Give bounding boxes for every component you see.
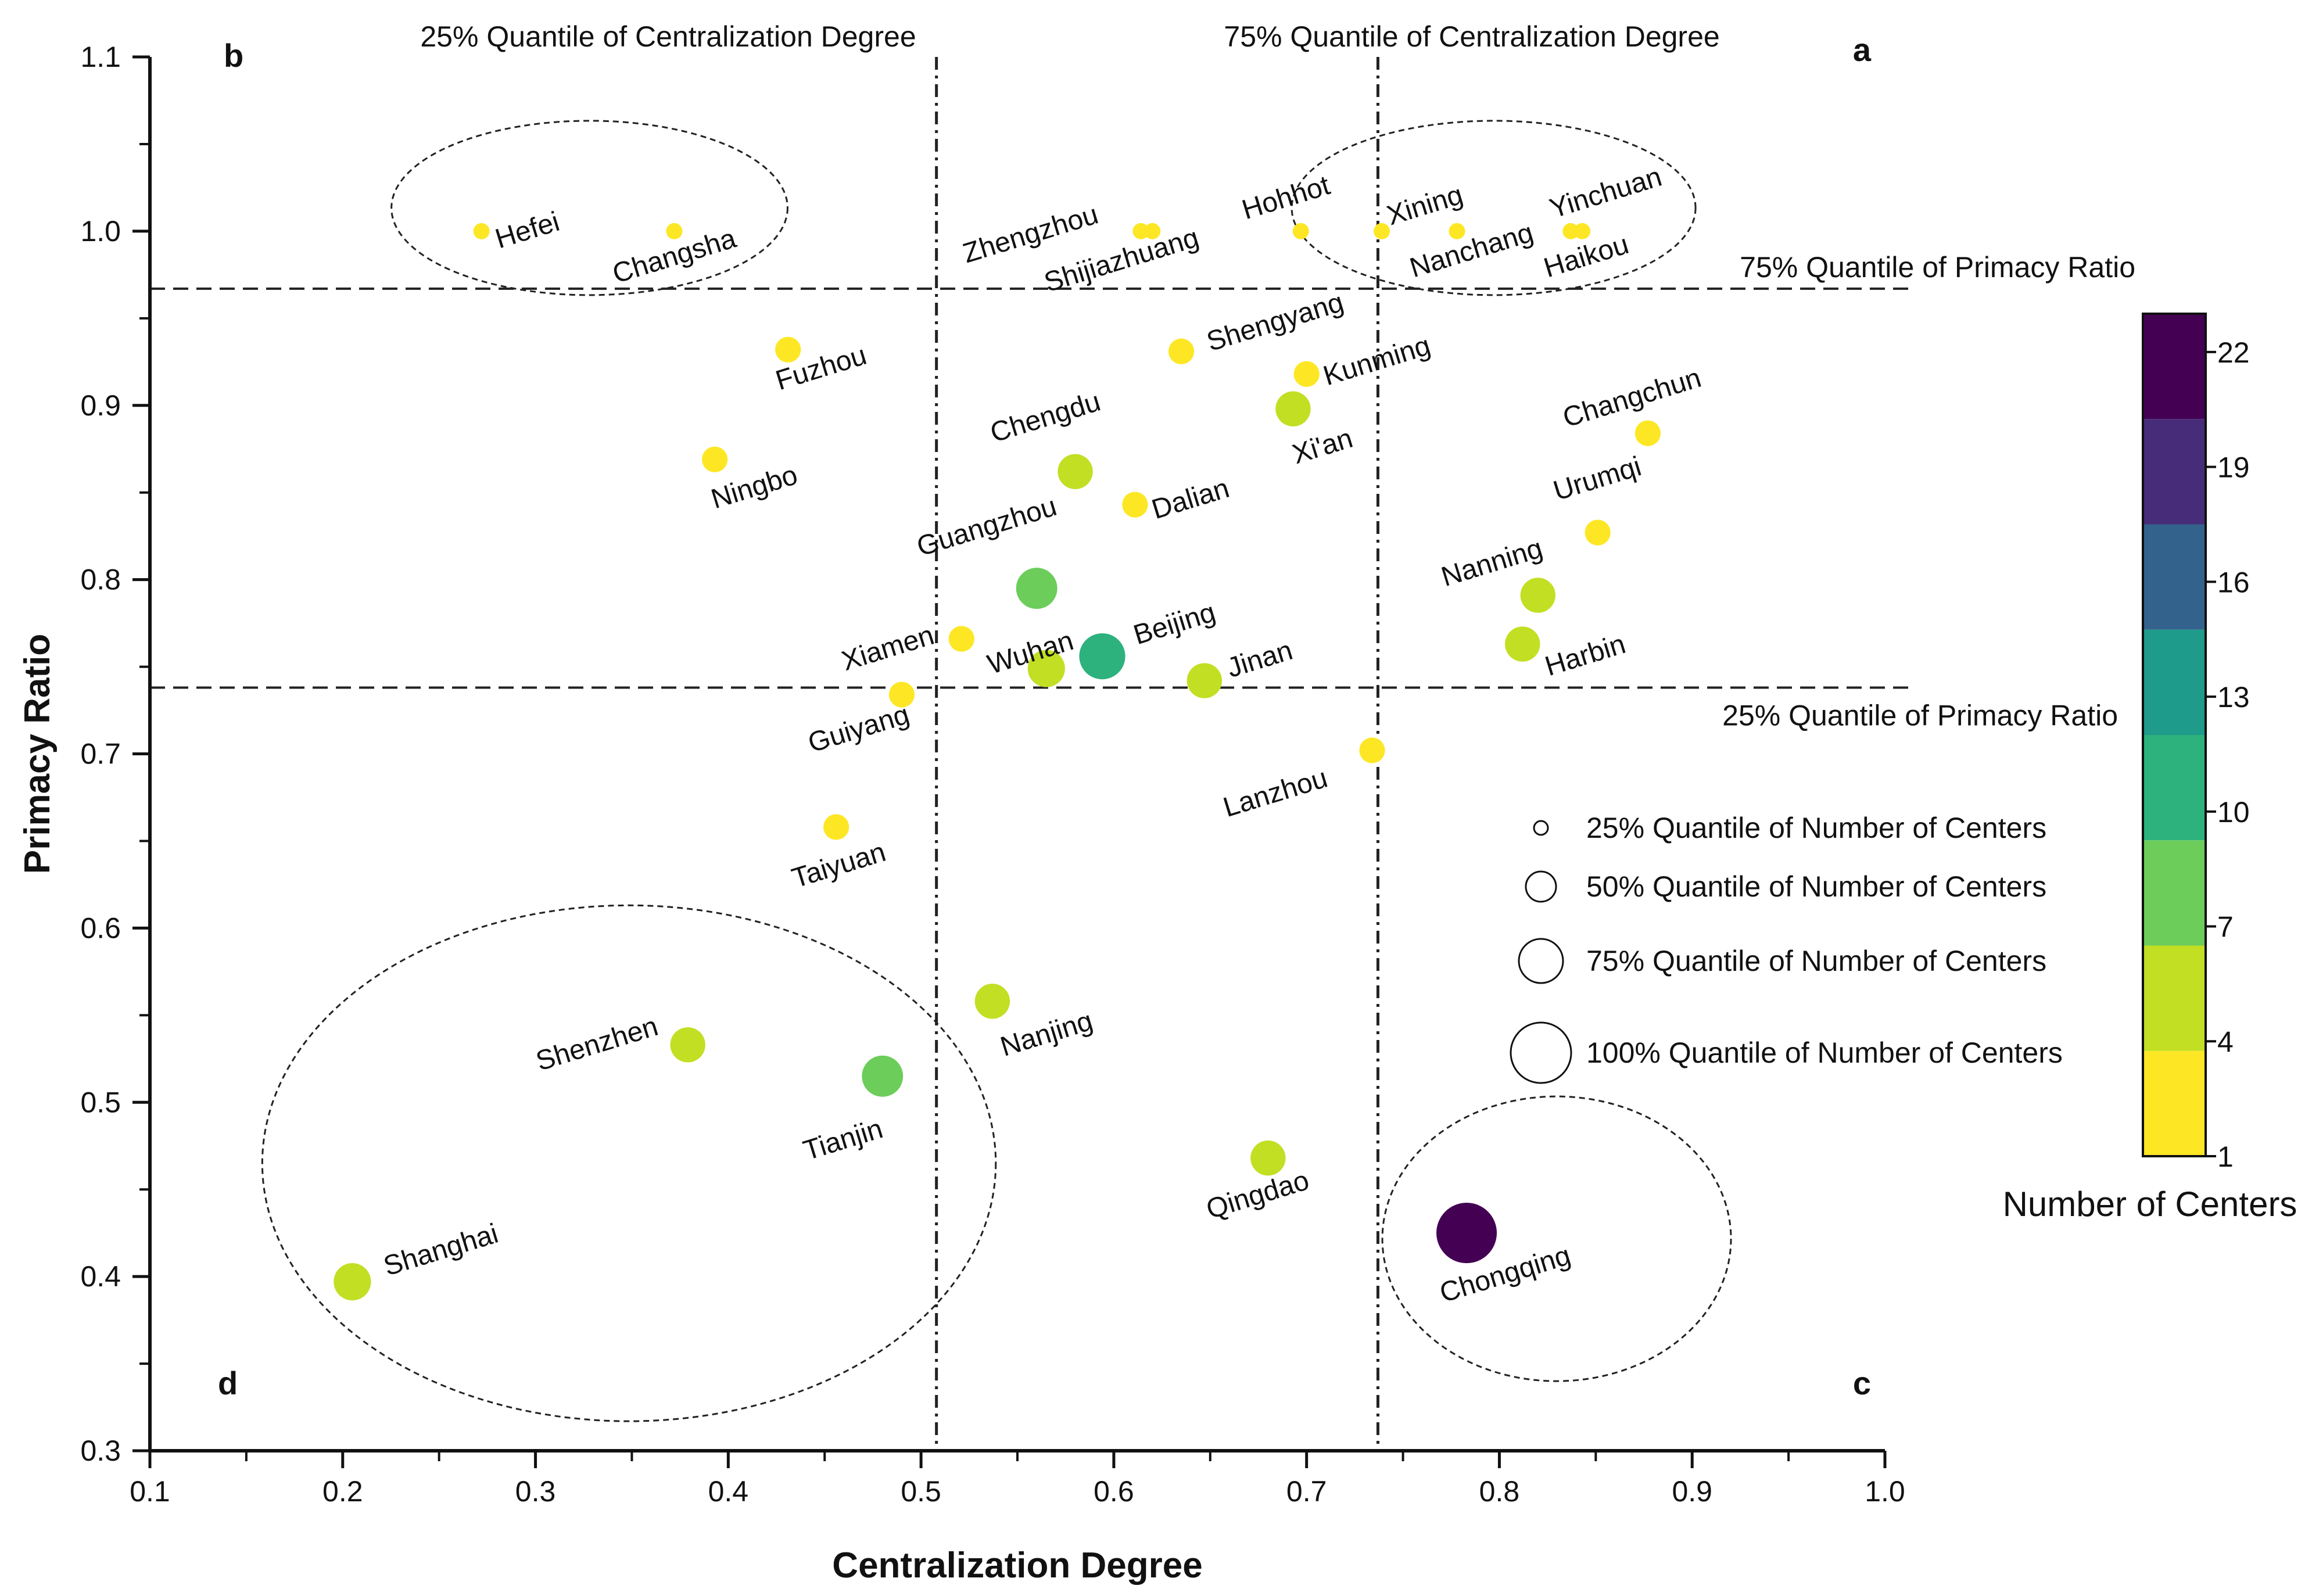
size-legend-circle-1 [1533,820,1549,836]
quadrant-label-b: b [224,37,243,74]
x-tick-label: 0.1 [130,1475,170,1508]
colorbar-tick-label: 16 [2217,566,2250,598]
point-changsha [666,223,683,239]
size-legend-label-4: 100% Quantile of Number of Centers [1586,1036,2063,1069]
point-shijiazhuang [1144,223,1161,239]
colorbar-tick-label: 10 [2217,796,2250,829]
point-chengdu [1058,454,1093,489]
point-shenzhen [670,1027,705,1063]
y-tick-label: 1.1 [80,41,121,73]
point-chongqing [1436,1203,1497,1264]
y-tick-label: 1.0 [80,215,121,248]
point-hohhot [1292,223,1309,239]
y-tick-label: 0.9 [80,389,121,422]
group-ellipse-1 [390,120,788,296]
size-legend-label-2: 50% Quantile of Number of Centers [1586,870,2046,903]
point-changchun [1634,420,1661,446]
colorbar-segment-2 [2143,945,2206,1051]
colorbar-segment-7 [2143,419,2206,525]
x-tick-label: 0.6 [1094,1475,1134,1508]
point-jinan [1187,663,1223,698]
point-yinchuan [1562,223,1579,239]
vertical-reference-label-2: 75% Quantile of Centralization Degree [1224,20,1719,53]
y-tick-label: 0.3 [80,1434,121,1467]
colorbar-segment-5 [2143,629,2206,735]
size-legend-label-1: 25% Quantile of Number of Centers [1586,812,2046,844]
colorbar-segment-1 [2143,1050,2206,1156]
x-tick-label: 0.2 [322,1475,363,1508]
point-qingdao [1250,1140,1286,1176]
x-tick-label: 0.7 [1286,1475,1327,1508]
point-taiyuan [823,814,849,840]
point-guangzhou [1016,568,1058,609]
point-hefei [473,223,490,239]
x-axis-title: Centralization Degree [832,1545,1202,1586]
point-xining [1374,223,1390,239]
vertical-reference-label-1: 25% Quantile of Centralization Degree [420,20,916,53]
x-tick-label: 1.0 [1865,1475,1905,1508]
point-dalian [1122,492,1148,518]
x-tick-label: 0.5 [901,1475,941,1508]
point-xian [1275,391,1311,426]
point-nanjing [974,984,1010,1019]
quadrant-label-d: d [218,1365,238,1401]
point-beijing [1079,633,1125,680]
horizontal-reference-label-1: 75% Quantile of Primacy Ratio [1740,251,2135,284]
size-legend-circle-2 [1525,870,1557,903]
point-shanghai [334,1263,371,1301]
colorbar-tick-label: 4 [2217,1025,2234,1058]
size-legend-circle-3 [1518,938,1564,984]
point-zhengzhou [1132,223,1149,239]
size-legend-circle-4 [1510,1021,1572,1084]
colorbar-segment-4 [2143,735,2206,841]
point-shengyang [1168,338,1195,364]
point-wuhan [1027,650,1065,687]
y-tick-label: 0.5 [80,1086,121,1118]
size-legend-label-3: 75% Quantile of Number of Centers [1586,945,2046,977]
x-tick-label: 0.4 [708,1475,749,1508]
point-urumqi [1585,519,1611,546]
y-tick-label: 0.4 [80,1260,121,1293]
point-nanchang [1449,223,1465,239]
colorbar-frame [2142,313,2207,1157]
colorbar-segment-8 [2143,314,2206,419]
colorbar-tick-label: 22 [2217,336,2250,369]
y-tick-label: 0.6 [80,912,121,944]
point-lanzhou [1359,737,1385,763]
x-tick-label: 0.3 [515,1475,556,1508]
point-ningbo [702,446,728,472]
point-guiyang [888,682,915,708]
colorbar-tick-label: 19 [2217,451,2250,484]
group-ellipse-4 [1381,1095,1732,1382]
colorbar-tick-label: 13 [2217,681,2250,713]
x-tick-label: 0.9 [1672,1475,1712,1508]
colorbar-segment-3 [2143,840,2206,946]
point-xiamen [948,626,974,652]
group-ellipse-2 [1291,120,1697,296]
y-axis-title: Primacy Ratio [17,634,58,874]
point-fuzhou [775,336,801,363]
colorbar-segment-6 [2143,524,2206,630]
horizontal-reference-label-2: 25% Quantile of Primacy Ratio [1722,700,2118,732]
point-haikou [1574,223,1591,239]
colorbar-tick-label: 7 [2217,911,2234,944]
point-kunming [1293,361,1320,387]
y-tick-label: 0.8 [80,564,121,596]
point-tianjin [862,1055,904,1097]
group-ellipse-3 [261,904,997,1422]
quadrant-label-a: a [1853,31,1872,68]
y-tick-label: 0.7 [80,738,121,770]
point-harbin [1505,626,1540,662]
colorbar-tick-label: 1 [2217,1140,2234,1173]
quadrant-label-c: c [1853,1365,1871,1401]
x-tick-label: 0.8 [1479,1475,1520,1508]
point-nanning [1520,578,1556,613]
colorbar-title: Number of Centers [2003,1185,2297,1224]
